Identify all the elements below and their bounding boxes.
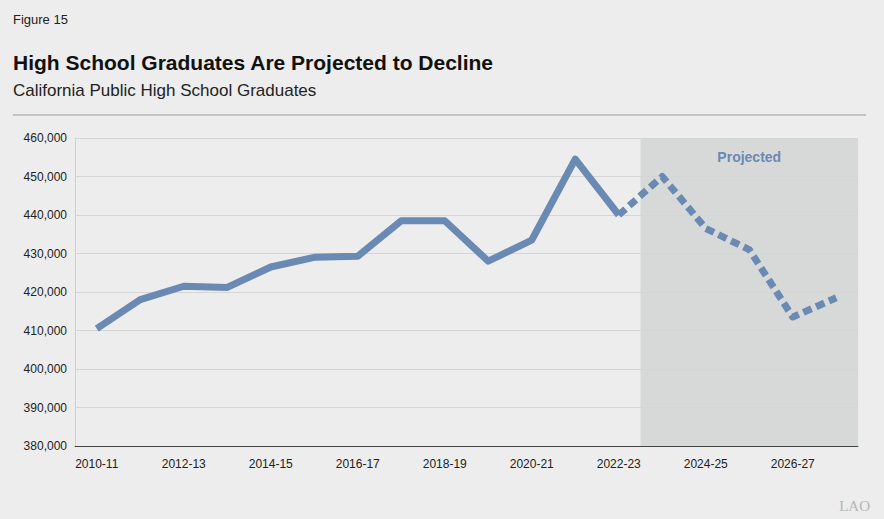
svg-text:460,000: 460,000 xyxy=(24,131,68,145)
svg-text:LAO: LAO xyxy=(839,498,870,514)
svg-text:2024-25: 2024-25 xyxy=(684,457,728,471)
svg-text:2022-23: 2022-23 xyxy=(597,457,641,471)
svg-text:2012-13: 2012-13 xyxy=(162,457,206,471)
svg-text:Figure 15: Figure 15 xyxy=(13,12,68,27)
svg-text:High School Graduates Are Proj: High School Graduates Are Projected to D… xyxy=(13,51,493,74)
svg-text:420,000: 420,000 xyxy=(24,285,68,299)
svg-text:2020-21: 2020-21 xyxy=(510,457,554,471)
svg-text:390,000: 390,000 xyxy=(24,401,68,415)
svg-text:2014-15: 2014-15 xyxy=(249,457,293,471)
svg-text:2016-17: 2016-17 xyxy=(336,457,380,471)
svg-text:440,000: 440,000 xyxy=(24,208,68,222)
svg-text:California Public High School: California Public High School Graduates xyxy=(13,81,316,100)
svg-text:Projected: Projected xyxy=(717,149,781,165)
svg-text:2010-11: 2010-11 xyxy=(75,457,118,471)
svg-text:2018-19: 2018-19 xyxy=(423,457,467,471)
svg-text:450,000: 450,000 xyxy=(24,170,68,184)
svg-text:410,000: 410,000 xyxy=(24,324,68,338)
svg-text:380,000: 380,000 xyxy=(24,439,68,453)
svg-text:430,000: 430,000 xyxy=(24,247,68,261)
svg-text:400,000: 400,000 xyxy=(24,362,68,376)
svg-text:2026-27: 2026-27 xyxy=(771,457,815,471)
